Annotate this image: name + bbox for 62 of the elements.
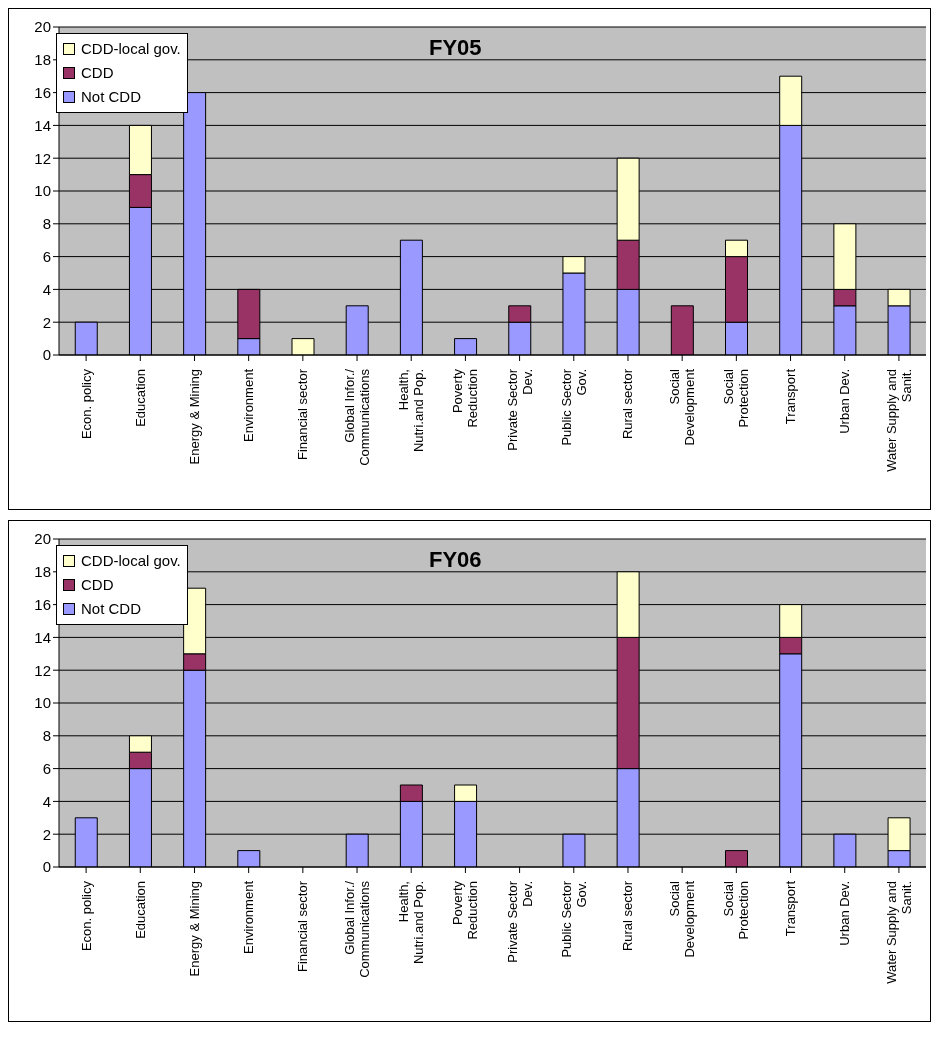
y-tick-label: 16	[34, 83, 51, 101]
x-tick-label: Health, Nutri.and Pop.	[396, 881, 427, 965]
x-tick-label: Education	[132, 881, 148, 939]
y-tick-label: 12	[34, 149, 51, 167]
legend-label: CDD-local gov.	[81, 39, 181, 59]
y-tick-label: 20	[34, 530, 51, 548]
x-tick-label: Econ. policy	[78, 368, 94, 440]
x-tick-label: Public Sector Gov.	[558, 880, 589, 958]
legend-label: Not CDD	[81, 599, 142, 619]
x-tick-label: Poverty Reduction	[450, 880, 481, 940]
x-tick-label: Water Supply and Sanit.	[883, 369, 914, 472]
y-tick-label: 18	[34, 563, 51, 581]
chart-title: FY05	[429, 35, 482, 61]
x-tick-label: Financial sector	[295, 368, 311, 461]
x-tick-label: Urban Dev.	[837, 369, 853, 434]
y-tick-label: 6	[42, 759, 51, 777]
x-tick-label: Environment	[241, 880, 257, 954]
x-tick-label: Global Infor./ Communications	[342, 880, 373, 978]
y-tick-label: 4	[42, 280, 51, 298]
x-tick-label: Energy & Mining	[186, 881, 202, 977]
y-tick-label: 14	[34, 116, 51, 134]
y-tick-label: 10	[34, 182, 51, 200]
y-tick-label: 2	[42, 825, 51, 843]
chart-title: FY06	[429, 547, 482, 573]
y-tick-label: 6	[42, 247, 51, 265]
y-tick-label: 4	[42, 792, 51, 810]
x-tick-label: Energy & Mining	[186, 369, 202, 465]
y-tick-label: 20	[34, 18, 51, 36]
y-tick-label: 12	[34, 661, 51, 679]
x-tick-label: Poverty Reduction	[450, 368, 481, 428]
y-tick-label: 18	[34, 51, 51, 69]
x-tick-label: Private Sector Dev.	[504, 368, 535, 451]
x-tick-label: Social Development	[667, 368, 698, 446]
x-tick-label: Transport	[783, 368, 799, 425]
y-tick-label: 8	[42, 727, 51, 745]
x-tick-label: Water Supply and Sanit.	[883, 881, 914, 984]
legend-label: Not CDD	[81, 87, 142, 107]
y-tick-label: 16	[34, 595, 51, 613]
x-tick-label: Social Protection	[721, 880, 752, 940]
x-tick-label: Education	[132, 369, 148, 427]
y-tick-label: 0	[42, 346, 51, 364]
x-tick-label: Rural sector	[620, 880, 636, 952]
y-tick-label: 10	[34, 694, 51, 712]
y-tick-label: 14	[34, 628, 51, 646]
x-tick-label: Urban Dev.	[837, 881, 853, 946]
legend-label: CDD	[81, 575, 114, 595]
x-tick-label: Private Sector Dev.	[504, 880, 535, 963]
x-tick-label: Environment	[241, 368, 257, 442]
x-tick-label: Transport	[783, 880, 799, 937]
x-tick-label: Public Sector Gov.	[558, 368, 589, 446]
x-tick-label: Global Infor./ Communications	[342, 368, 373, 466]
y-tick-label: 0	[42, 858, 51, 876]
x-tick-label: Social Protection	[721, 368, 752, 428]
x-tick-label: Financial sector	[295, 880, 311, 973]
x-tick-label: Rural sector	[620, 368, 636, 440]
x-tick-label: Econ. policy	[78, 880, 94, 952]
legend-label: CDD	[81, 63, 114, 83]
x-tick-label: Social Development	[667, 880, 698, 958]
y-tick-label: 2	[42, 313, 51, 331]
legend-label: CDD-local gov.	[81, 551, 181, 571]
y-tick-label: 8	[42, 215, 51, 233]
x-tick-label: Health, Nutri.and Pop.	[396, 369, 427, 453]
